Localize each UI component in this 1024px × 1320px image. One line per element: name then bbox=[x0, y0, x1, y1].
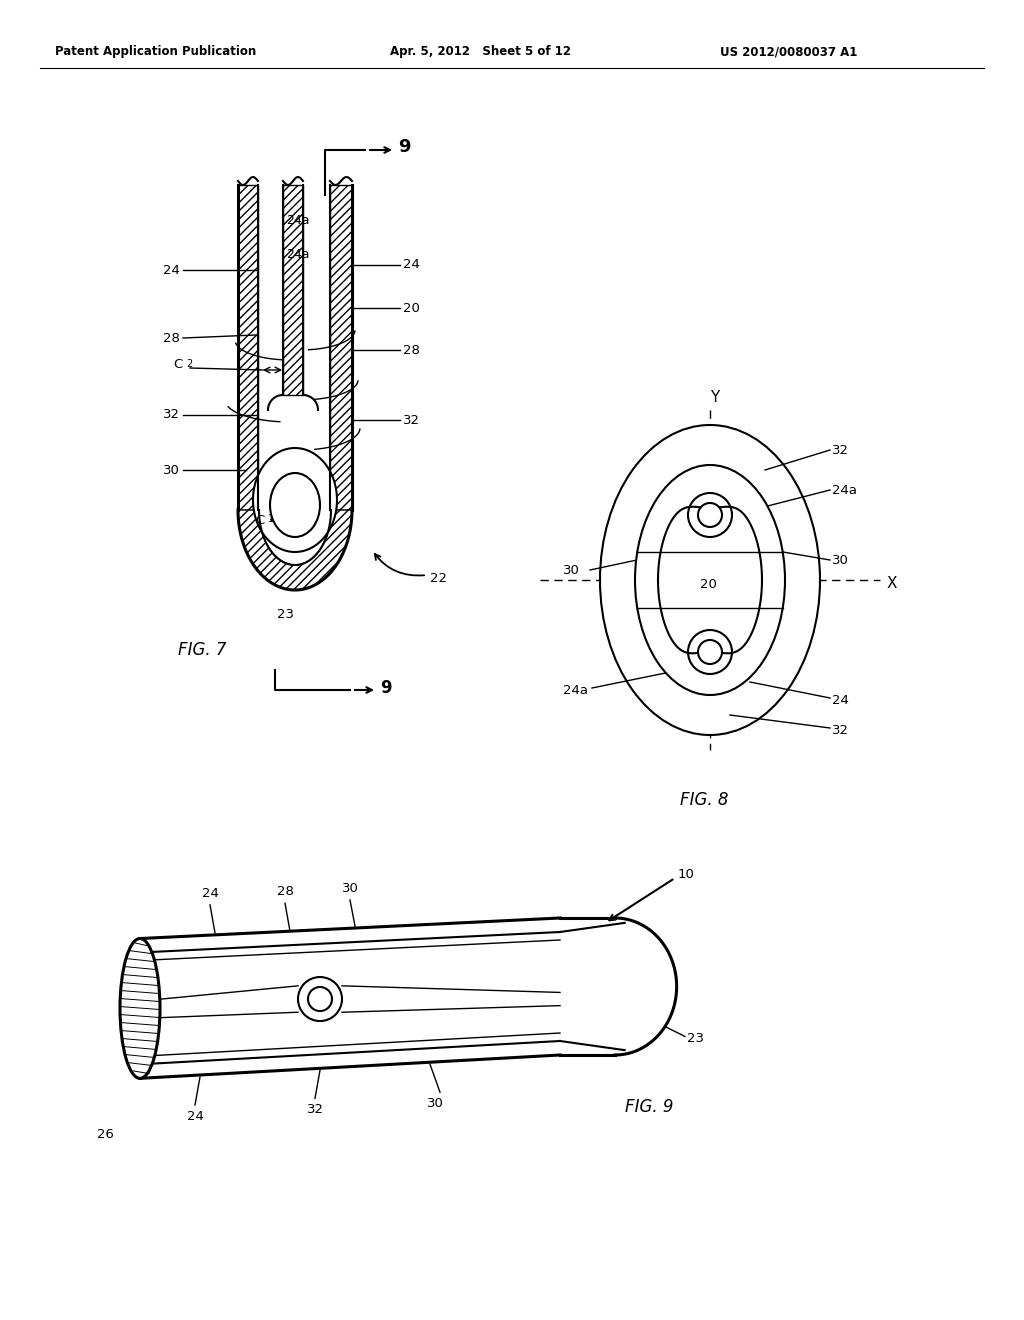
Text: 26: 26 bbox=[96, 1129, 114, 1142]
Text: 32: 32 bbox=[163, 408, 180, 421]
Text: 30: 30 bbox=[427, 1097, 443, 1110]
Text: 24: 24 bbox=[403, 259, 420, 272]
Ellipse shape bbox=[120, 939, 160, 1078]
Text: C: C bbox=[255, 513, 264, 527]
Polygon shape bbox=[283, 185, 303, 395]
Polygon shape bbox=[560, 917, 677, 1055]
Ellipse shape bbox=[270, 473, 319, 537]
Text: US 2012/0080037 A1: US 2012/0080037 A1 bbox=[720, 45, 857, 58]
Text: 24a: 24a bbox=[831, 483, 857, 496]
Text: 24: 24 bbox=[831, 693, 849, 706]
Text: 32: 32 bbox=[831, 444, 849, 457]
Text: 24a: 24a bbox=[286, 248, 309, 261]
Text: Apr. 5, 2012   Sheet 5 of 12: Apr. 5, 2012 Sheet 5 of 12 bbox=[390, 45, 571, 58]
Text: 24a: 24a bbox=[286, 214, 309, 227]
Text: 1: 1 bbox=[268, 513, 274, 524]
Circle shape bbox=[698, 503, 722, 527]
Text: FIG. 7: FIG. 7 bbox=[178, 642, 226, 659]
Text: 9: 9 bbox=[398, 139, 411, 156]
Polygon shape bbox=[140, 917, 560, 1078]
Circle shape bbox=[688, 630, 732, 675]
Text: 28: 28 bbox=[403, 343, 420, 356]
Text: 24: 24 bbox=[163, 264, 180, 276]
Ellipse shape bbox=[600, 425, 820, 735]
Text: 32: 32 bbox=[831, 723, 849, 737]
Text: X: X bbox=[887, 577, 897, 591]
Text: 20: 20 bbox=[699, 578, 717, 591]
Text: 30: 30 bbox=[163, 463, 180, 477]
Text: 30: 30 bbox=[563, 564, 580, 577]
Text: 23: 23 bbox=[687, 1032, 705, 1045]
Text: 23: 23 bbox=[276, 609, 294, 622]
Text: 28: 28 bbox=[276, 886, 294, 898]
Text: 20: 20 bbox=[403, 301, 420, 314]
Polygon shape bbox=[330, 185, 352, 510]
Text: 30: 30 bbox=[831, 553, 849, 566]
Text: 24: 24 bbox=[202, 887, 218, 900]
Circle shape bbox=[688, 492, 732, 537]
Text: 22: 22 bbox=[430, 572, 447, 585]
Text: 24a: 24a bbox=[563, 684, 588, 697]
Text: 24: 24 bbox=[186, 1110, 204, 1123]
Circle shape bbox=[308, 987, 332, 1011]
Text: 2: 2 bbox=[186, 359, 193, 370]
Ellipse shape bbox=[635, 465, 785, 696]
Text: FIG. 8: FIG. 8 bbox=[680, 791, 728, 809]
Text: Y: Y bbox=[711, 391, 720, 405]
Text: 28: 28 bbox=[163, 331, 180, 345]
Text: 32: 32 bbox=[403, 413, 420, 426]
Circle shape bbox=[698, 640, 722, 664]
Circle shape bbox=[298, 977, 342, 1022]
Text: 30: 30 bbox=[342, 882, 358, 895]
Text: 9: 9 bbox=[380, 678, 391, 697]
Text: FIG. 9: FIG. 9 bbox=[625, 1097, 674, 1115]
Polygon shape bbox=[238, 185, 258, 510]
Text: Patent Application Publication: Patent Application Publication bbox=[55, 45, 256, 58]
Text: 32: 32 bbox=[306, 1104, 324, 1117]
Text: 10: 10 bbox=[678, 869, 695, 882]
Ellipse shape bbox=[253, 447, 337, 552]
Text: C: C bbox=[173, 359, 182, 371]
Polygon shape bbox=[238, 510, 352, 590]
